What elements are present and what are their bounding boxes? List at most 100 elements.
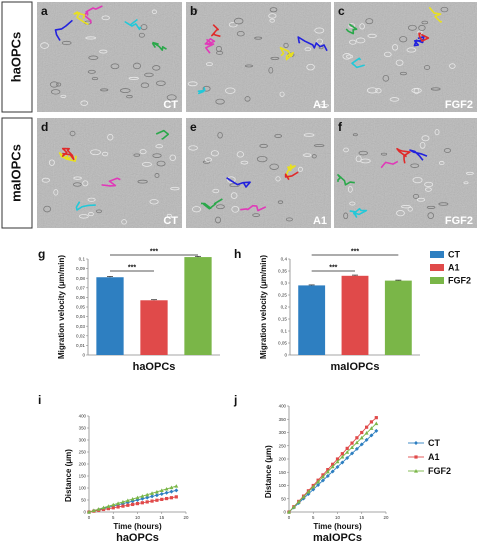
data-point [374, 428, 379, 433]
micro-cell [156, 80, 166, 86]
data-point [335, 457, 340, 461]
y-tick-label: 150 [79, 474, 87, 479]
micro-cell [412, 193, 420, 199]
micro-cell [82, 180, 89, 187]
row-label-mal: maIOPCs [1, 117, 33, 229]
y-tick-label: 350 [279, 417, 287, 422]
micro-cell [133, 153, 141, 157]
data-point [140, 501, 144, 505]
significance-label: *** [351, 249, 359, 256]
row-label-ha-text: haOPCs [8, 32, 23, 83]
legend-swatch [430, 277, 444, 284]
data-point [360, 430, 364, 435]
micro-cell [110, 63, 120, 70]
micro-cell [395, 59, 404, 66]
panel-condition: CT [163, 215, 178, 227]
cell-track [413, 35, 425, 47]
micro-cell [233, 17, 244, 25]
micro-cell [375, 88, 382, 94]
data-point [174, 484, 179, 488]
y-tick-label: 150 [279, 470, 287, 475]
micro-cell [342, 53, 352, 60]
micro-cell [169, 154, 177, 161]
micro-cell [244, 64, 254, 68]
data-point [135, 502, 140, 506]
micro-cell [347, 185, 353, 193]
x-axis-label: Time (hours) [313, 522, 362, 531]
panel-condition: CT [163, 99, 178, 111]
data-point [359, 442, 364, 447]
row-label-mal-text: maIOPCs [8, 144, 23, 202]
y-tick-label: 0,2 [281, 305, 288, 310]
data-point [96, 507, 101, 511]
cell-track [54, 19, 73, 41]
micro-cell [407, 206, 413, 212]
micro-panel-b: b A1 [186, 2, 331, 112]
micro-cell [345, 54, 354, 59]
y-tick-label: 0,05 [278, 341, 287, 346]
micro-texture [186, 2, 331, 112]
data-point [306, 489, 311, 494]
chart-caption: haOPCs [116, 532, 159, 544]
data-point [364, 437, 369, 442]
data-point [320, 474, 325, 479]
data-point [414, 469, 418, 473]
cell-track [101, 177, 121, 187]
micro-cell [88, 55, 99, 60]
micro-cell [87, 69, 96, 74]
y-tick-label: 300 [79, 438, 87, 443]
data-point [326, 468, 330, 472]
data-point [345, 446, 349, 450]
cell-track [396, 147, 411, 164]
micro-cell [69, 130, 76, 137]
micro-cell [210, 150, 219, 157]
micro-cell [149, 199, 159, 205]
micro-cell [78, 214, 89, 219]
micro-cell [359, 23, 365, 30]
micro-cell [303, 153, 312, 157]
micro-cell [465, 171, 474, 175]
y-tick-label: 0 [284, 353, 287, 358]
y-axis-label: Distance (μm) [64, 449, 73, 502]
data-point [325, 473, 330, 478]
cell-track [75, 201, 96, 211]
micro-cell [275, 176, 281, 182]
cell-track [152, 41, 167, 51]
micro-texture [334, 2, 477, 112]
cell-track [58, 152, 77, 162]
cell-track [155, 129, 170, 140]
y-tick-label: 0,01 [76, 343, 85, 348]
panel-condition: A1 [313, 99, 327, 111]
cell-track [73, 11, 89, 26]
y-tick-label: 0,15 [278, 317, 287, 322]
data-point [165, 496, 169, 501]
micro-cell [268, 13, 277, 19]
x-tick-label: 0 [88, 515, 91, 520]
micro-cell [426, 205, 436, 209]
micro-cell [107, 133, 114, 141]
micro-cell [48, 159, 55, 166]
panel-letter: b [190, 4, 197, 18]
data-point [340, 460, 345, 465]
micro-cell [240, 160, 249, 165]
data-point [126, 503, 130, 507]
data-point [155, 498, 159, 502]
data-point [350, 451, 355, 456]
chart-letter: h [234, 247, 241, 261]
chart-letter: g [38, 247, 45, 261]
panel-condition: FGF2 [445, 99, 473, 111]
chart-g: g 0 0,01 0,02 0,03 0,04 0,05 0,06 0,07 0,08 0,09 0,… [38, 247, 220, 373]
legend-swatch [430, 251, 444, 258]
legend-swatch [430, 264, 444, 271]
micro-cell [166, 213, 172, 218]
y-tick-label: 100 [279, 483, 287, 488]
y-tick-label: 50 [281, 496, 286, 501]
bar-fgf2 [184, 257, 212, 355]
y-tick-label: 350 [79, 426, 87, 431]
micro-cell [50, 89, 61, 95]
y-tick-label: 400 [279, 404, 287, 409]
x-tick-label: 15 [159, 515, 164, 520]
chart-caption: maIOPCs [313, 532, 362, 544]
y-axis-label: Distance (μm) [264, 445, 273, 498]
micro-cell [101, 151, 109, 157]
